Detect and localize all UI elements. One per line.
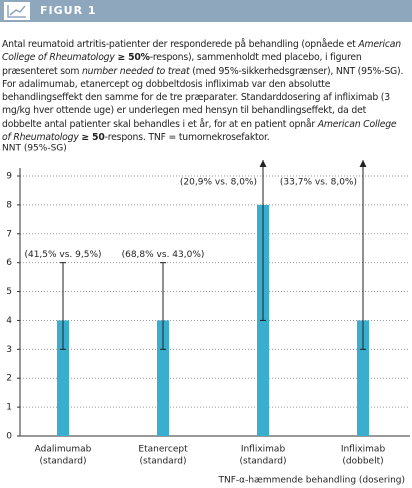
y-axis-label: NNT (95%-SG): [2, 144, 67, 154]
x-tick-label: (standard): [40, 457, 87, 467]
caption-segment: (med 95%-sikkerhedsgrænser), NNT (95%-SG…: [2, 65, 404, 130]
figure-header: FIGUR 1: [0, 0, 412, 22]
caption-segment: -respons), sammenholdt med placebo, i fi…: [2, 52, 362, 77]
annotation: (33,7% vs. 8,0%): [280, 178, 357, 188]
caption-segment: number needed to treat: [81, 65, 190, 77]
x-tick-label: (dobbelt): [342, 457, 383, 467]
caption: Antal reumatoid artritis-patienter der r…: [2, 38, 407, 144]
y-tick-label: 2: [6, 374, 12, 384]
annotation: (41,5% vs. 9,5%): [24, 250, 101, 260]
x-axis-label: TNF-α-hæmmende behandling (dosering): [217, 476, 405, 486]
x-tick-label: (standard): [140, 457, 187, 467]
x-tick-label: (standard): [240, 457, 287, 467]
caption-segment: -respons. TNF = tumornekrosefaktor.: [104, 132, 270, 144]
x-tick-label: Infliximab: [241, 445, 286, 455]
error-arrow: [359, 160, 367, 167]
y-tick-label: 0: [6, 432, 12, 442]
chart-icon: [4, 2, 30, 20]
caption-segment: ≥ 50: [81, 132, 105, 144]
annotation: (20,9% vs. 8,0%): [180, 178, 257, 188]
y-tick-label: 4: [6, 316, 12, 326]
caption-segment: ≥ 50%: [117, 52, 150, 64]
x-tick-label: Adalimumab: [35, 445, 92, 455]
figure-label: FIGUR 1: [40, 4, 97, 17]
y-tick-label: 9: [6, 172, 12, 182]
y-tick-label: 6: [6, 258, 12, 268]
caption-segment: American College of Rheumatology: [2, 39, 402, 64]
y-tick-label: 8: [6, 200, 12, 210]
icon-graphic: [7, 5, 26, 18]
caption-segment: American College of Rheumatology: [2, 118, 397, 144]
y-tick-label: 5: [6, 287, 12, 297]
y-tick-label: 7: [6, 229, 12, 239]
x-tick-label: Infliximab: [341, 445, 386, 455]
annotation: (68,8% vs. 43,0%): [122, 250, 205, 260]
y-tick-label: 1: [6, 403, 12, 413]
error-arrow: [259, 160, 267, 167]
y-tick-label: 3: [6, 345, 12, 355]
caption-segment: Antal reumatoid artritis-patienter der r…: [2, 39, 359, 50]
x-tick-label: Etanercept: [138, 445, 188, 455]
